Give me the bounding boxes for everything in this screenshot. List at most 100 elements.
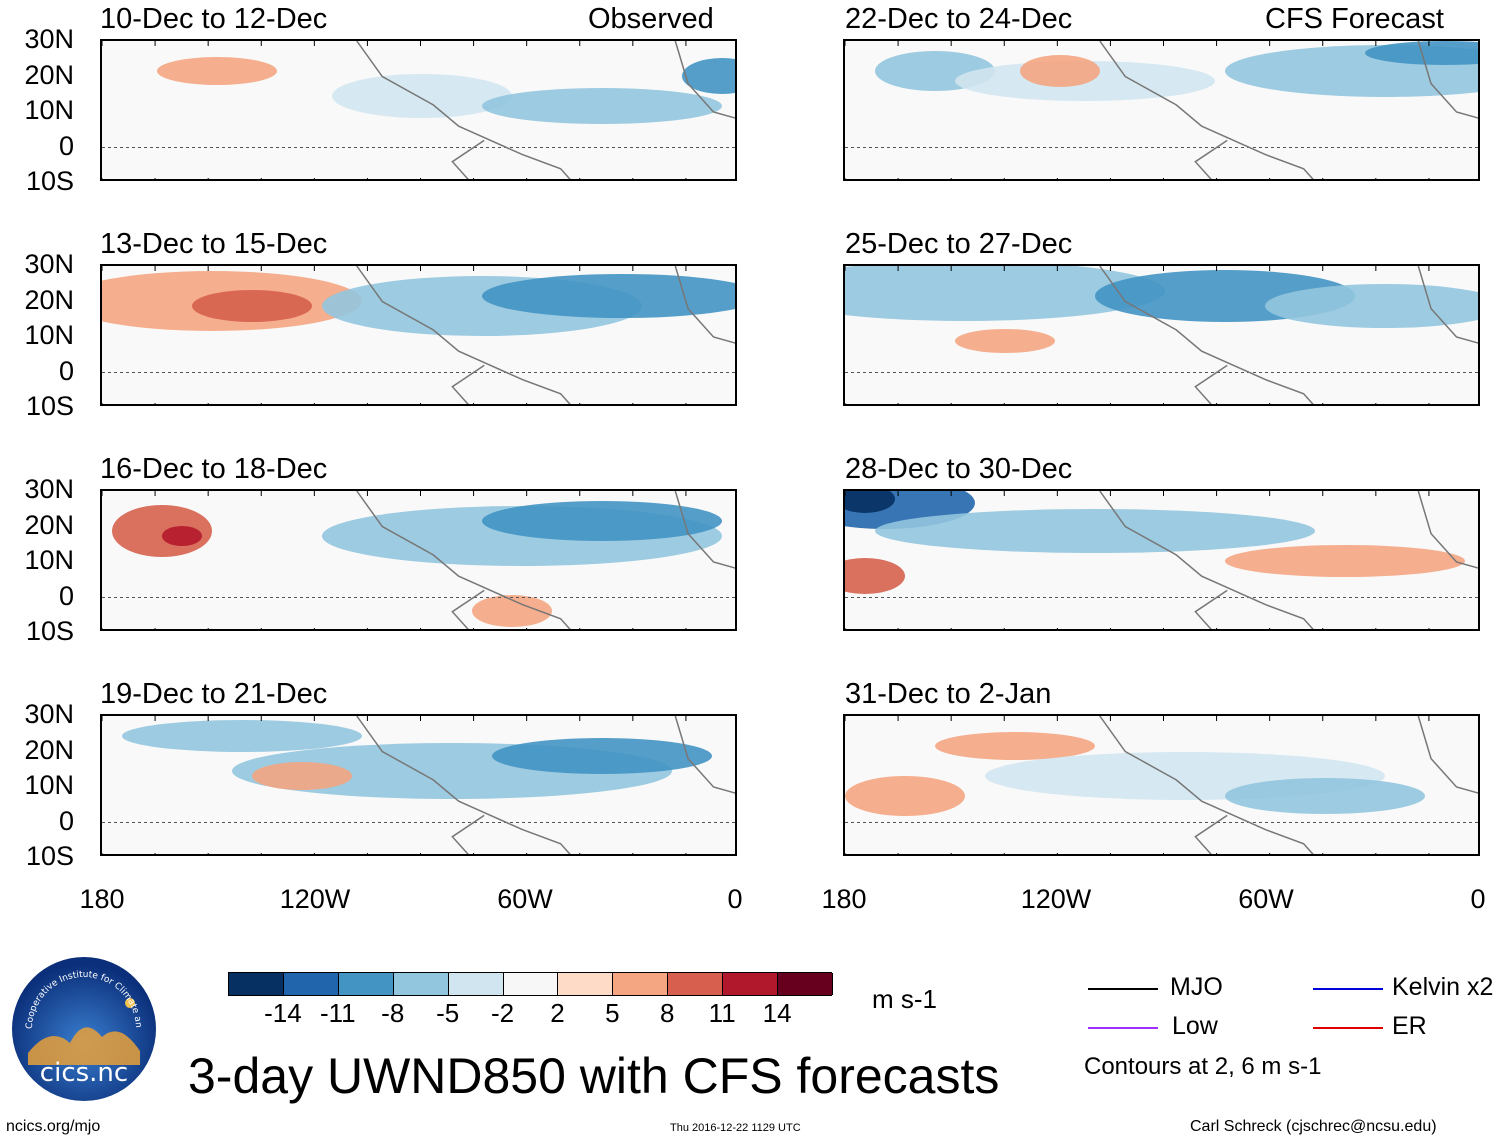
lon-label: 60W (497, 884, 553, 914)
colorbar-label: 2 (550, 998, 565, 1028)
cics-logo: Cooperative Institute for Climate and Sa… (7, 948, 158, 1103)
colorbar (228, 972, 833, 996)
legend-line-er (1313, 1027, 1383, 1029)
observed-label: Observed (588, 3, 714, 35)
panel-title: 10-Dec to 12-Dec (100, 3, 328, 35)
legend-line-mjo (1088, 988, 1158, 990)
forecast-map (843, 714, 1480, 856)
lat-label: 20N (24, 509, 74, 540)
contour-note: Contours at 2, 6 m s-1 (1084, 1053, 1322, 1080)
anomaly-shading (845, 558, 905, 594)
anomaly-shading (845, 491, 895, 513)
lon-label: 180 (821, 884, 867, 914)
lon-label: 120W (279, 884, 351, 914)
lat-label: 10S (25, 616, 74, 646)
lon-label: 0 (727, 884, 743, 914)
lat-label: 30N (24, 474, 74, 504)
anomaly-shading (1020, 55, 1100, 87)
legend-line-low (1088, 1027, 1158, 1029)
legend-label-kelvin: Kelvin x2 (1392, 973, 1494, 1001)
panel-title: 25-Dec to 27-Dec (845, 228, 1073, 260)
site-link[interactable]: ncics.org/mjo (6, 1118, 101, 1135)
timestamp: Thu 2016-12-22 1129 UTC (670, 1122, 801, 1134)
lat-label: 20N (24, 59, 74, 90)
anomaly-shading (332, 74, 512, 118)
lat-label: 20N (24, 734, 74, 765)
legend-label-er: ER (1392, 1012, 1427, 1040)
colorbar-swatch (448, 973, 504, 995)
lat-label: 10N (24, 95, 74, 125)
colorbar-swatch (393, 973, 449, 995)
coastline (1099, 716, 1478, 854)
lat-label: 30N (24, 249, 74, 279)
anomaly-shading (845, 266, 1165, 321)
lat-label: 10N (24, 320, 74, 350)
lon-label: 180 (79, 884, 125, 914)
lon-label: 60W (1238, 884, 1294, 914)
colorbar-label: 5 (605, 998, 620, 1028)
lat-label: 20N (24, 284, 74, 315)
colorbar-swatch (668, 973, 724, 995)
lon-label: 120W (1020, 884, 1092, 914)
legend-label-mjo: MJO (1170, 973, 1223, 1001)
colorbar-swatch (558, 973, 614, 995)
lat-label: 10N (24, 770, 74, 800)
forecast-map (843, 264, 1480, 406)
anomaly-shading (875, 509, 1315, 553)
anomaly-shading (1265, 284, 1478, 328)
panel-title: 28-Dec to 30-Dec (845, 453, 1073, 485)
anomaly-shading (482, 88, 722, 124)
colorbar-label: -14 (264, 998, 302, 1028)
observed-map (100, 489, 737, 631)
legend-line-kelvin (1313, 988, 1383, 990)
panel-title: 31-Dec to 2-Jan (845, 678, 1052, 710)
colorbar-label: -8 (381, 998, 405, 1028)
lat-label: 30N (24, 699, 74, 729)
anomaly-shading (157, 57, 277, 85)
anomaly-shading (122, 720, 362, 752)
lat-label: 0 (58, 355, 74, 386)
observed-map (100, 714, 737, 856)
lat-label: 0 (58, 580, 74, 611)
lat-label: 10N (24, 545, 74, 575)
anomaly-shading (162, 526, 202, 546)
figure-title: 3-day UWND850 with CFS forecasts (188, 1048, 1000, 1104)
coastline (356, 716, 735, 854)
lon-label: 0 (1470, 884, 1486, 914)
colorbar-swatch (778, 973, 833, 995)
colorbar-swatch (613, 973, 669, 995)
coastline (1099, 266, 1478, 404)
colorbar-units: m s-1 (872, 984, 937, 1014)
observed-map (100, 264, 737, 406)
anomaly-shading (1225, 545, 1465, 577)
forecast-map (843, 489, 1480, 631)
panel-title: 16-Dec to 18-Dec (100, 453, 328, 485)
panel-title: 22-Dec to 24-Dec (845, 3, 1073, 35)
lat-label: 10S (25, 841, 74, 871)
panel-title: 13-Dec to 15-Dec (100, 228, 328, 260)
colorbar-swatch (283, 973, 339, 995)
colorbar-swatch (503, 973, 559, 995)
anomaly-shading (845, 776, 965, 816)
anomaly-shading (252, 762, 352, 790)
lat-label: 10S (25, 166, 74, 196)
lat-label: 30N (24, 24, 74, 54)
colorbar-label: -5 (436, 998, 460, 1028)
coastline (356, 41, 735, 179)
coastline (356, 491, 735, 629)
panel-title: 19-Dec to 21-Dec (100, 678, 328, 710)
lat-label: 0 (58, 130, 74, 161)
anomaly-shading (472, 595, 552, 627)
colorbar-swatch (229, 973, 284, 995)
lat-label: 10S (25, 391, 74, 421)
anomaly-shading (935, 732, 1095, 760)
forecast-map (843, 39, 1480, 181)
observed-map (100, 39, 737, 181)
anomaly-shading (482, 501, 722, 541)
anomaly-shading (492, 738, 712, 774)
anomaly-shading (955, 329, 1055, 353)
anomaly-shading (192, 290, 312, 322)
coastline (1099, 41, 1478, 179)
coastline (356, 266, 735, 404)
coastline (1099, 491, 1478, 629)
